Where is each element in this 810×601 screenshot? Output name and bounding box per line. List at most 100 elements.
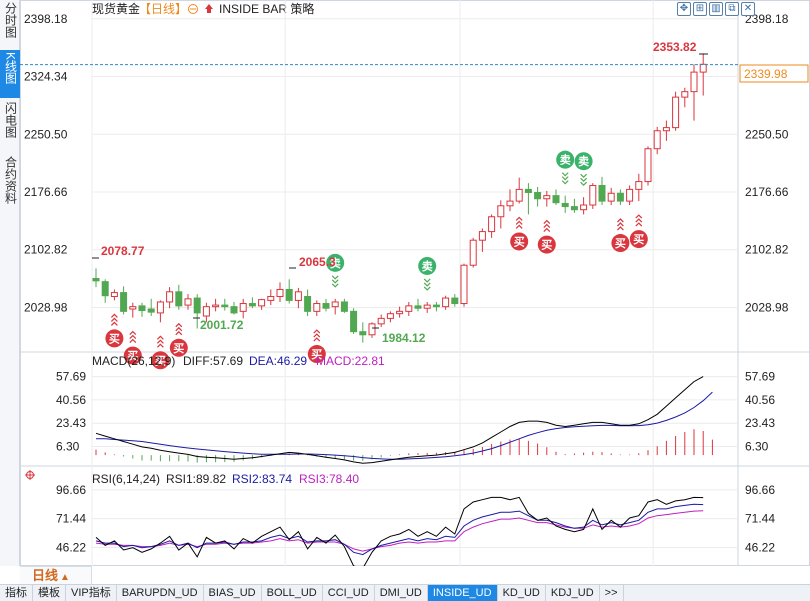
sell-signal-badge: [326, 253, 345, 272]
sell-signal-badge: [574, 152, 593, 171]
side-tab-kline[interactable]: K线图: [0, 50, 20, 98]
indicator-tab[interactable]: >>: [600, 585, 624, 601]
macd-diff-line: [95, 376, 704, 464]
macd-tick-right: 57.69: [745, 370, 775, 384]
expand-icon[interactable]: ✥: [677, 2, 691, 16]
indicator-tab[interactable]: DMI_UD: [375, 585, 428, 601]
candle-body-up: [368, 323, 376, 336]
candle-body-down: [570, 206, 578, 211]
annotation-low-jan: 2001.72: [200, 318, 244, 332]
rsi-series: [95, 496, 704, 566]
buy-arrow-icon: [635, 222, 643, 227]
close-icon[interactable]: ✕: [741, 2, 755, 16]
candle-body-down: [598, 184, 606, 202]
buy-arrow-icon: [313, 337, 321, 342]
candle-body-down: [285, 288, 293, 301]
candle-body-down: [616, 192, 624, 202]
macd-tick-left: 40.56: [56, 393, 86, 407]
crosshair-icon[interactable]: ⊞: [693, 2, 707, 16]
sell-arrow-icon: [561, 180, 569, 185]
period-tag: 【日线】: [139, 2, 187, 16]
candle-body-up: [239, 303, 247, 312]
current-price-value: 2339.98: [744, 67, 788, 81]
buy-arrow-icon: [616, 218, 624, 223]
indicator-tab[interactable]: VIP指标: [66, 585, 117, 601]
chart-icon[interactable]: ▥: [709, 2, 723, 16]
buy-arrow-icon: [156, 339, 164, 344]
candle-body-down: [175, 291, 183, 307]
price-tick-left: 2398.18: [24, 12, 68, 26]
sell-signal-badge: [556, 150, 575, 169]
candle-body-down: [248, 303, 256, 307]
candle-body-up: [129, 306, 137, 310]
sell-arrow-icon: [561, 172, 569, 177]
annotation-high-feb: 2065.3: [299, 255, 336, 269]
indicator-tab[interactable]: KDJ_UD: [546, 585, 600, 601]
restore-icon[interactable]: ⧉: [725, 2, 739, 16]
indicator-tab[interactable]: CCI_UD: [323, 585, 375, 601]
rsi-tick-right: 96.66: [745, 483, 775, 497]
price-tick-left: 2324.34: [24, 70, 68, 84]
candle-body-down: [414, 305, 422, 309]
buy-arrow-icon: [635, 218, 643, 223]
rsi3-line: [95, 510, 704, 552]
candle-body-down: [524, 188, 532, 194]
rsi1-line: [95, 496, 704, 566]
buy-arrow-icon: [129, 334, 137, 340]
buy-signal-label: 买: [633, 233, 644, 246]
side-tab-flash[interactable]: 闪电图: [0, 100, 20, 152]
indicator-tab[interactable]: KD_UD: [498, 585, 546, 601]
axis-labels: 2398.182398.182324.342324.342250.502250.…: [24, 12, 789, 555]
candle-body-down: [534, 192, 542, 200]
buy-signal-badge: [537, 235, 556, 254]
settings-icon[interactable]: [188, 4, 198, 14]
rsi-tick-left: 96.66: [56, 483, 86, 497]
buy-arrow-icon: [313, 329, 321, 334]
buy-arrow-icon: [543, 227, 551, 233]
indicator-tab[interactable]: 指标: [0, 585, 33, 601]
candle-body-up: [626, 188, 634, 202]
side-tab-timeshare-label: 分时图: [3, 2, 18, 38]
sell-arrow-icon: [331, 279, 339, 284]
price-tick-right: 2398.18: [745, 12, 789, 26]
candle-body-up: [212, 304, 220, 308]
candle-body-up: [331, 301, 339, 308]
indicator-tab[interactable]: BOLL_UD: [262, 585, 323, 601]
rsi-settings-icon[interactable]: [25, 470, 35, 480]
buy-signal-badge: [629, 230, 648, 249]
buy-arrow-icon: [515, 220, 523, 225]
period-selector[interactable]: 日线 ▲: [20, 566, 92, 584]
sidebar: 分时图 K线图 闪电图 合约资料: [0, 0, 20, 566]
candle-body-down: [432, 304, 440, 308]
candle-body-up: [644, 148, 652, 183]
buy-arrow-icon: [543, 219, 551, 225]
side-tab-timeshare[interactable]: 分时图: [0, 0, 20, 48]
candle-body-up: [488, 216, 496, 233]
indicator-tab[interactable]: INSIDE_UD: [427, 585, 498, 601]
indicator-tab[interactable]: BARUPDN_UD: [117, 585, 204, 601]
candlestick-series: [92, 53, 707, 343]
buy-arrow-icon: [175, 326, 183, 332]
current-price-tag: [739, 64, 809, 83]
candle-body-up: [699, 63, 707, 73]
buy-arrow-icon: [129, 338, 137, 344]
candle-body-up: [672, 96, 680, 129]
period-label: 日线: [32, 568, 59, 583]
sell-arrow-icon: [580, 181, 588, 187]
candle-body-up: [460, 264, 468, 305]
sell-arrow-icon: [331, 283, 339, 288]
chart-canvas[interactable]: 现货黄金 【日线】 INSIDE BAR 策略 买买 买买买买买买买卖 卖卖卖 23…: [0, 0, 810, 566]
candle-body-up: [681, 91, 689, 98]
indicator-tab[interactable]: 模板: [33, 585, 66, 601]
rsi2-line: [95, 503, 704, 556]
indicator-tab[interactable]: BIAS_UD: [204, 585, 262, 601]
macd-macd-label: MACD:22.81: [316, 354, 385, 368]
side-tab-contract[interactable]: 合约资料: [0, 154, 20, 214]
candle-body-up: [442, 297, 450, 308]
annotation-low-feb: 1984.12: [382, 331, 426, 345]
buy-arrow-icon: [156, 335, 164, 340]
price-tick-left: 2176.66: [24, 185, 68, 199]
instrument-title: 现货黄金: [92, 1, 140, 16]
price-tick-right: 2250.50: [745, 127, 789, 141]
buy-signal-label: 买: [173, 342, 184, 355]
